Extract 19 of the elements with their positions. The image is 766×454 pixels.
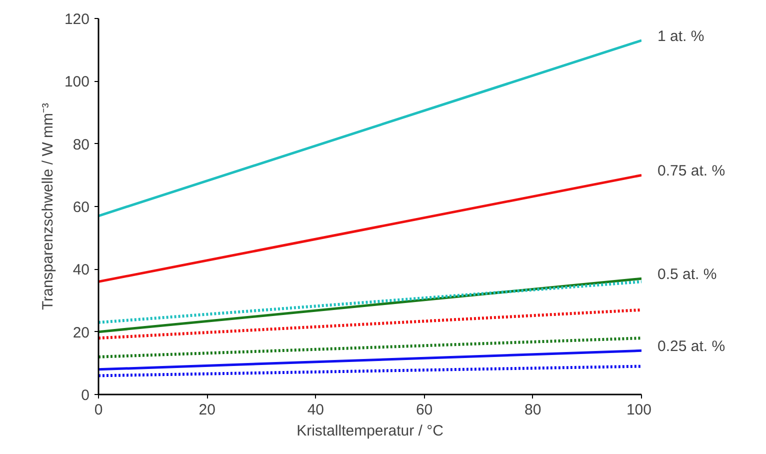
x-tick-label: 0: [94, 402, 103, 418]
y-tick-label: 80: [72, 136, 90, 154]
y-tick-label: 120: [64, 11, 90, 28]
x-tick-label: 100: [626, 402, 652, 418]
series-label: 0.25 at. %: [658, 338, 726, 356]
x-axis-title: Kristalltemperatur / °C: [296, 422, 444, 440]
y-tick-label: 60: [72, 199, 90, 216]
series-label: 0.5 at. %: [658, 266, 717, 284]
x-tick-label: 60: [416, 402, 433, 418]
y-axis-title: Transparenzschwelle / W mm⁻³: [39, 102, 56, 310]
series-label: 1 at. %: [658, 28, 704, 45]
x-tick-label: 80: [524, 402, 542, 418]
y-tick-label: 0: [81, 387, 90, 404]
y-tick-label: 40: [72, 262, 90, 279]
series-label: 0.75 at. %: [658, 162, 726, 180]
y-tick-label: 100: [64, 74, 90, 91]
x-tick-label: 40: [307, 402, 324, 418]
x-tick-label: 20: [198, 402, 216, 418]
y-tick-label: 20: [72, 324, 90, 342]
